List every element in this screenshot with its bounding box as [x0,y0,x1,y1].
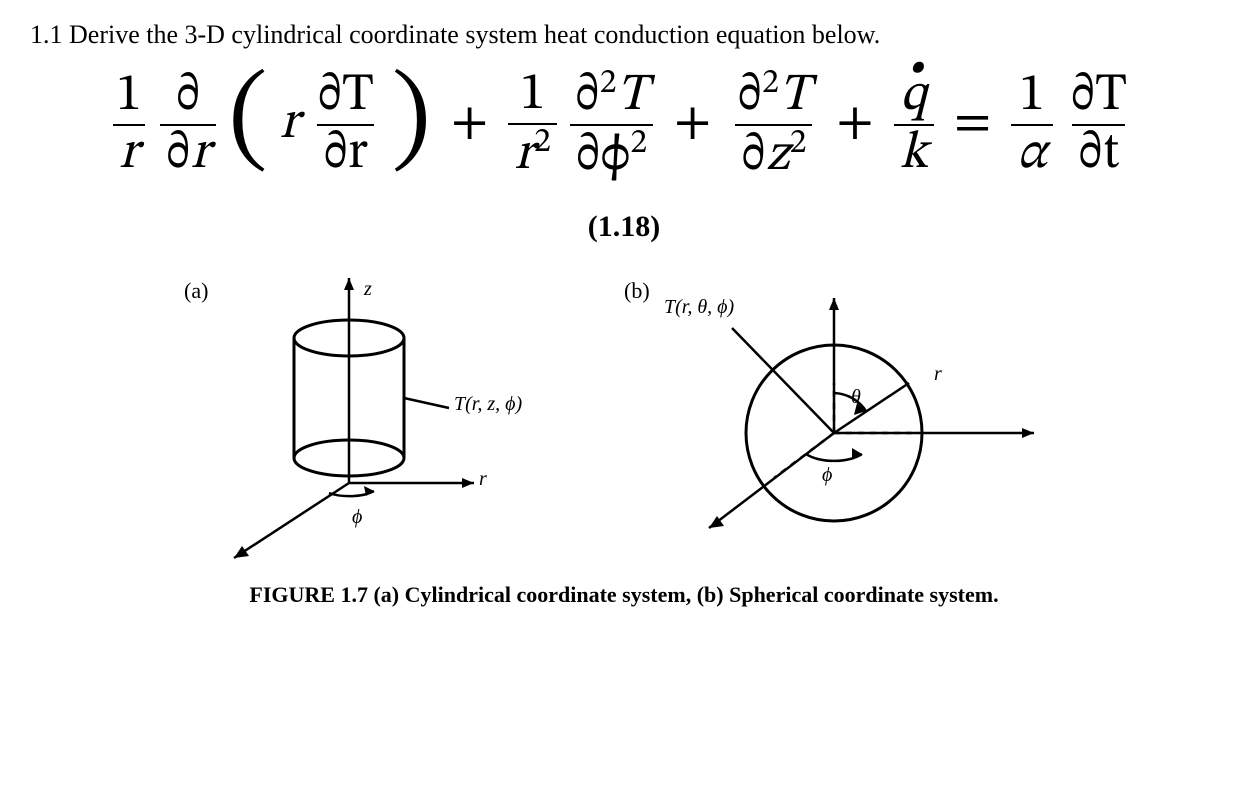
frac-1-over-r: 1 r [110,70,148,180]
d2d: ∂ [741,130,766,182]
T-label-b: T(r, θ, ϕ) [664,296,734,319]
r-axis-label: r [479,468,487,491]
figure-caption: FIGURE 1.7 (a) Cylindrical coordinate sy… [30,582,1218,608]
plus-1: + [443,92,496,157]
phi-label-b: ϕ [822,464,832,487]
qdot: q [900,70,927,122]
dT: ∂T [317,70,373,122]
den-r2: r [514,129,534,181]
plus-2: + [666,92,719,157]
num-1: 1 [116,70,142,122]
question-number: 1.1 [30,20,63,49]
dt: ∂t [1078,128,1119,180]
question-line: 1.1 Derive the 3-D cylindrical coordinat… [30,20,1218,50]
phi: ϕ [600,130,630,182]
frac-dT-dt: ∂T ∂t [1065,70,1133,180]
d2c: ∂ [737,70,762,122]
r-label-b: r [934,363,942,386]
frac-d2T-dphi2: ∂2T ∂ϕ2 [569,68,654,182]
z-axis-label: z [364,278,372,301]
dr: r [191,128,211,180]
partial2: ∂ [166,128,191,180]
question-text: Derive the 3-D cylindrical coordinate sy… [69,20,880,49]
dr2: ∂r [323,128,368,180]
frac-dT-dr: ∂T ∂r [311,70,379,180]
z: z [766,130,790,182]
num-1b: 1 [520,69,546,121]
d2b: ∂ [576,130,601,182]
plus-3: + [828,92,881,157]
phi-label: ϕ [352,506,362,529]
lparen: ( [228,78,267,172]
partial: ∂ [176,70,201,122]
figure-b-label: (b) [624,278,650,304]
num-1c: 1 [1019,70,1045,122]
figure-b: (b) [614,268,1074,568]
r-factor: r [280,92,300,157]
equation-number: (1.18) [30,210,1218,244]
equals: = [946,92,999,157]
figure-a-label: (a) [184,278,208,304]
d2a: ∂ [575,70,600,122]
frac-d-dr: ∂ ∂r [160,70,217,180]
frac-q-k: q k [894,70,934,180]
k: k [900,128,928,180]
dT2: ∂T [1071,70,1127,122]
T-label-a: T(r, z, ϕ) [454,393,522,416]
alpha: α [1017,128,1046,180]
equation: 1 r ∂ ∂r ( r ∂T ∂r ) + 1 r2 ∂2T ∂ϕ2 + ∂2… [110,68,1218,182]
theta-label: θ [851,386,861,409]
frac-1-alpha: 1 α [1011,70,1052,180]
figure-a: (a) z r ϕ T(r, z, ϕ) [174,268,594,568]
T-a: T [616,70,647,122]
frac-1-over-r2: 1 r2 [508,69,557,181]
frac-d2T-dz2: ∂2T ∂z2 [731,68,816,182]
T-b: T [779,70,810,122]
den-r: r [119,128,139,180]
cylindrical-diagram [174,268,594,568]
figures-row: (a) z r ϕ T(r, z, ϕ) (b) [30,268,1218,568]
rparen: ) [392,78,431,172]
